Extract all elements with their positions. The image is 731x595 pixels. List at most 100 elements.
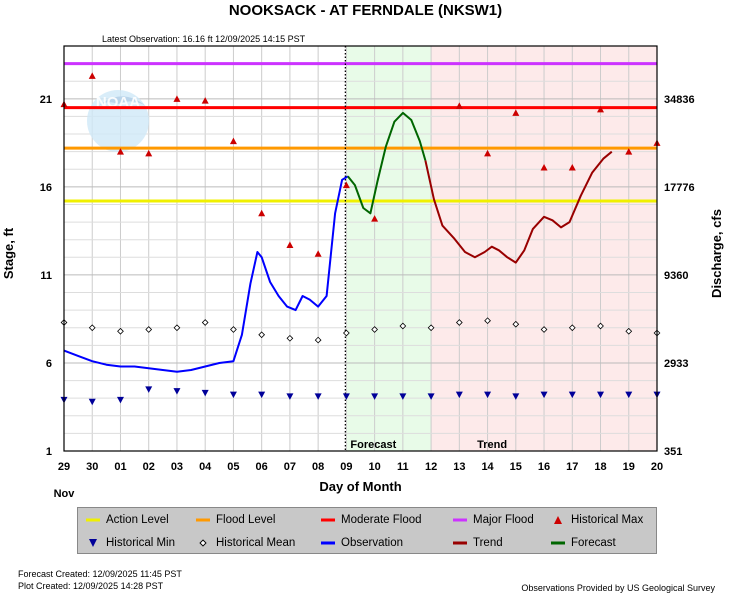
legend-label: Trend (473, 537, 503, 550)
historical-mean-marker (484, 317, 491, 325)
data-source: Observations Provided by US Geological S… (521, 583, 715, 593)
y-right-tick-label: 2933 (664, 358, 688, 370)
legend-item-historical-max: Historical Max (551, 514, 643, 526)
historical-min-marker (625, 391, 633, 399)
x-tick-label: 14 (481, 461, 494, 473)
historical-max-marker (342, 181, 350, 189)
x-tick-label: 19 (623, 461, 635, 473)
x-tick-label: 16 (538, 461, 550, 473)
historical-mean-marker (117, 327, 124, 335)
legend-label: Historical Max (571, 514, 644, 527)
y-right-tick-label: 351 (664, 446, 682, 458)
historical-mean-marker (371, 326, 378, 333)
x-tick-label: 30 (86, 461, 98, 473)
legend-label: Major Flood (473, 514, 534, 527)
historical-mean-marker (597, 322, 604, 330)
historical-min-marker (314, 393, 322, 400)
historical-max-marker (455, 102, 463, 109)
legend-item-flood-level: Flood Level (196, 514, 275, 526)
y-left-tick-label: 1 (46, 446, 52, 458)
plot-created: Plot Created: 12/09/2025 14:28 PST (18, 581, 164, 591)
historical-min-marker (201, 389, 209, 397)
x-tick-label: 07 (284, 461, 296, 473)
legend-label: Historical Mean (216, 537, 296, 550)
historical-min-marker (342, 393, 350, 400)
chart-title: NOOKSACK - AT FERNDALE (NKSW1) (228, 2, 503, 19)
series-trend (424, 150, 613, 264)
legend-symbol (453, 541, 467, 545)
y-left-tick-label: 21 (40, 94, 52, 106)
historical-min-marker (229, 391, 237, 399)
y-left-tick-label: 6 (46, 358, 52, 370)
historical-mean-marker (512, 320, 520, 328)
historical-mean-marker (286, 334, 294, 342)
legend-item-historical-min: Historical Min (86, 537, 175, 549)
noaa-logo: NOAA (87, 90, 149, 152)
legend-item-major-flood: Major Flood (453, 514, 534, 526)
x-tick-label: 08 (312, 461, 324, 473)
historical-min-marker (455, 391, 463, 399)
x-month-label: Nov (54, 488, 76, 500)
historical-max-marker (116, 148, 124, 155)
legend-symbol (321, 541, 335, 545)
historical-min-marker (427, 393, 435, 400)
y-axis-label-right: Discharge, cfs (709, 209, 724, 298)
x-tick-label: 10 (368, 461, 380, 473)
historical-max-marker (258, 209, 266, 217)
historical-max-marker (597, 105, 605, 113)
series-observation (63, 175, 349, 373)
y-left-tick-label: 16 (40, 182, 52, 194)
historical-max-marker (314, 250, 322, 257)
historical-min-marker (597, 391, 605, 399)
historical-min-marker (399, 393, 407, 400)
forecast-created: Forecast Created: 12/09/2025 11:45 PST (18, 569, 182, 579)
historical-min-marker (88, 398, 96, 406)
legend-label: Moderate Flood (341, 514, 422, 527)
x-tick-label: 18 (594, 461, 606, 473)
historical-mean-marker (145, 326, 153, 333)
historical-max-marker (286, 241, 294, 248)
legend-symbol (321, 518, 335, 522)
axes (63, 45, 658, 452)
y-right-tick-label: 34836 (664, 94, 695, 106)
legend-item-action-level: Action Level (86, 514, 169, 526)
axis-labels: 29 30 01 02 03 04 05 06 07 08 09 10 11 12 13 14 15 16 17 18… (1, 94, 724, 500)
series-forecast (347, 111, 427, 215)
historical-min-marker (512, 393, 520, 400)
historical-max-marker (201, 97, 209, 104)
historical-mean-marker (399, 322, 407, 330)
historical-min-marker (540, 391, 548, 399)
historical-min-marker (286, 393, 294, 400)
x-tick-label: 20 (651, 461, 663, 473)
legend-symbol (554, 516, 562, 524)
x-tick-label: 03 (171, 461, 183, 473)
historical-max-marker (512, 109, 520, 116)
x-tick-label: 05 (227, 461, 239, 473)
historical-mean-marker (568, 324, 576, 332)
legend-item-moderate-flood: Moderate Flood (321, 514, 422, 526)
historical-min-marker (484, 391, 492, 399)
historical-max-marker (145, 149, 153, 157)
legend-label: Observation (341, 537, 404, 550)
legend-symbol (89, 539, 97, 547)
historical-mean-marker (455, 319, 463, 326)
historical-mean-marker (230, 326, 237, 333)
historical-min-marker (568, 391, 576, 399)
y-right-tick-label: 17776 (664, 182, 695, 194)
x-tick-label: 13 (453, 461, 465, 473)
x-tick-label: 12 (425, 461, 437, 473)
trend-region-label: Trend (477, 439, 507, 451)
historical-mean-marker (625, 327, 633, 335)
x-tick-label: 06 (256, 461, 268, 473)
legend-label: Action Level (106, 514, 169, 527)
historical-mean-marker (258, 331, 266, 339)
y-left-tick-label: 11 (40, 270, 52, 282)
historical-max-marker (540, 164, 548, 171)
historical-mean-marker (88, 324, 96, 332)
x-tick-label: 29 (58, 461, 70, 473)
historical-min-marker (173, 388, 181, 395)
historical-mean-marker (173, 324, 181, 332)
x-tick-label: 02 (143, 461, 155, 473)
legend-symbol (199, 539, 207, 547)
plot-frame (63, 45, 658, 452)
